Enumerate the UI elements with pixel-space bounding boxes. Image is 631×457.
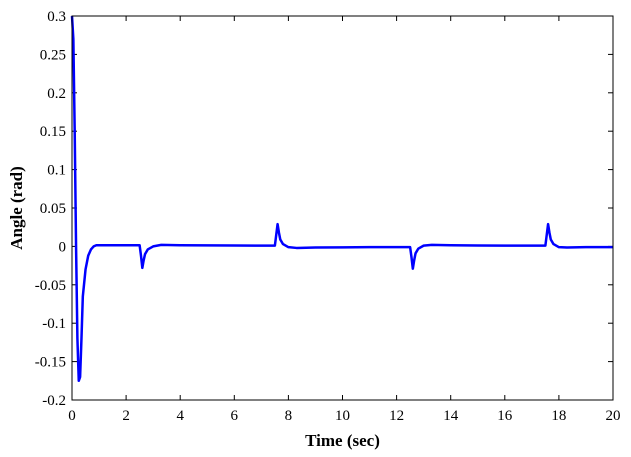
x-tick-label: 4 [176,408,184,424]
y-tick-label: 0.2 [47,86,66,102]
x-tick-label: 8 [285,408,293,424]
x-axis-label: Time (sec) [305,431,380,450]
x-tick-label: 12 [389,408,404,424]
x-axis-ticks: 0 2 4 6 8 10 12 14 16 18 20 [68,16,621,424]
y-tick-label: 0.3 [47,9,66,25]
y-tick-label: 0 [59,239,67,255]
y-tick-label: 0.25 [40,47,66,63]
plot-area-frame [71,15,614,401]
y-tick-label: -0.2 [42,393,66,409]
y-tick-label: 0.1 [47,163,66,179]
y-axis-label: Angle (rad) [7,166,26,250]
series-line-0 [70,15,613,383]
series-layer [70,15,613,383]
x-tick-label: 18 [551,408,566,424]
y-tick-label: 0.15 [40,124,66,140]
y-axis-ticks: -0.2 -0.15 -0.1 -0.05 0 0.05 0.1 0.15 0.2 0.25 0.3 [35,9,613,409]
x-tick-label: 2 [122,408,130,424]
y-tick-label: -0.1 [42,316,66,332]
x-tick-label: 10 [335,408,350,424]
y-tick-label: -0.15 [35,355,66,371]
x-tick-label: 16 [497,408,513,424]
y-tick-label: 0.05 [40,201,66,217]
y-tick-label: -0.05 [35,278,66,294]
x-tick-label: 20 [606,408,621,424]
x-tick-label: 6 [231,408,239,424]
x-tick-label: 14 [443,408,459,424]
x-tick-label: 0 [68,408,76,424]
